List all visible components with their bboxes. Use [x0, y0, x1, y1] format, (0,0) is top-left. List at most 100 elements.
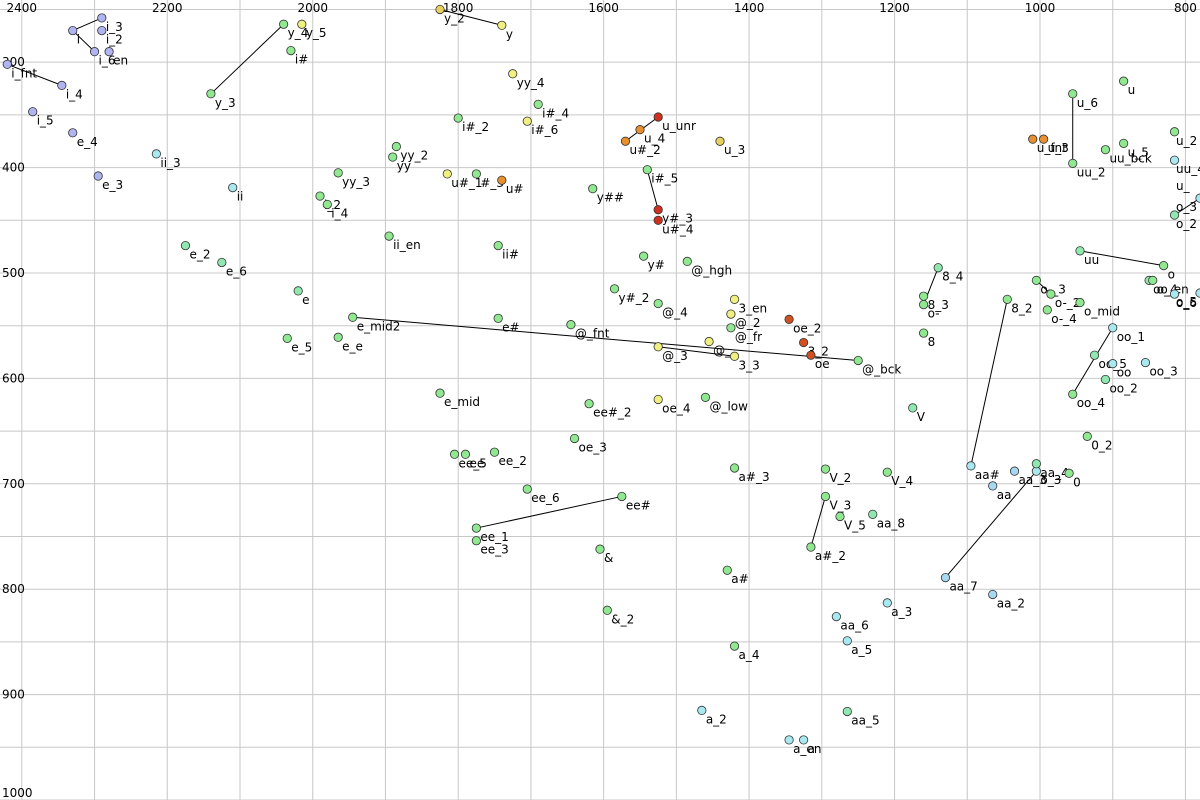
data-point[interactable] — [471, 169, 481, 179]
data-point[interactable] — [1064, 468, 1074, 478]
data-point[interactable] — [653, 298, 663, 309]
data-point[interactable] — [449, 449, 460, 459]
data-point[interactable] — [882, 598, 892, 608]
data-point[interactable] — [282, 333, 292, 343]
data-point[interactable] — [919, 300, 929, 310]
data-point[interactable] — [820, 491, 831, 502]
data-point[interactable] — [882, 467, 892, 477]
data-point[interactable] — [799, 735, 809, 745]
data-point[interactable] — [566, 320, 576, 330]
data-point[interactable] — [1028, 134, 1038, 144]
data-point[interactable] — [820, 464, 831, 474]
data-point[interactable] — [489, 447, 500, 457]
data-point[interactable] — [1068, 158, 1078, 168]
data-point[interactable] — [435, 4, 445, 15]
data-point[interactable] — [697, 705, 707, 716]
data-point[interactable] — [1046, 289, 1056, 299]
data-point[interactable] — [584, 399, 594, 409]
data-point[interactable] — [729, 351, 740, 361]
data-point[interactable] — [1148, 275, 1158, 285]
data-point[interactable] — [1009, 466, 1020, 476]
data-point[interactable] — [726, 309, 736, 319]
data-point[interactable] — [704, 336, 714, 347]
data-point[interactable] — [831, 612, 841, 622]
data-point[interactable] — [919, 328, 929, 338]
data-point[interactable] — [348, 312, 358, 322]
data-point[interactable] — [93, 171, 103, 181]
data-point[interactable] — [522, 116, 532, 126]
data-point[interactable] — [806, 350, 816, 360]
data-point[interactable] — [1108, 359, 1118, 369]
data-point[interactable] — [493, 240, 503, 251]
data-point[interactable] — [97, 13, 107, 23]
data-point[interactable] — [620, 136, 631, 146]
data-point[interactable] — [988, 481, 998, 491]
data-point[interactable] — [1039, 134, 1049, 144]
data-point[interactable] — [700, 392, 711, 402]
data-point[interactable] — [28, 107, 38, 117]
data-point[interactable] — [609, 284, 620, 294]
data-point[interactable] — [2, 59, 12, 69]
data-point[interactable] — [1169, 289, 1180, 299]
data-point[interactable] — [1159, 261, 1169, 271]
data-point[interactable] — [799, 337, 809, 348]
data-point[interactable] — [1195, 288, 1200, 298]
data-point[interactable] — [1031, 459, 1041, 469]
data-point[interactable] — [297, 19, 307, 29]
data-point[interactable] — [602, 605, 612, 615]
data-point[interactable] — [919, 291, 929, 301]
data-point[interactable] — [726, 323, 736, 333]
data-point[interactable] — [497, 175, 507, 185]
data-point[interactable] — [1100, 374, 1111, 385]
data-point[interactable] — [639, 251, 649, 261]
data-point[interactable] — [293, 286, 303, 296]
data-point[interactable] — [1140, 357, 1151, 368]
data-point[interactable] — [104, 47, 114, 57]
data-point[interactable] — [151, 149, 161, 159]
data-point[interactable] — [715, 136, 725, 146]
data-point[interactable] — [682, 256, 692, 266]
data-point[interactable] — [653, 205, 663, 215]
data-point[interactable] — [217, 257, 227, 268]
data-point[interactable] — [1068, 389, 1078, 399]
data-point[interactable] — [453, 113, 463, 123]
data-point[interactable] — [57, 80, 67, 90]
data-point[interactable] — [1169, 127, 1180, 137]
data-point[interactable] — [286, 45, 296, 56]
data-point[interactable] — [442, 169, 452, 179]
data-point[interactable] — [933, 263, 943, 273]
data-point[interactable] — [1195, 193, 1200, 203]
data-point[interactable] — [569, 433, 580, 444]
data-point[interactable] — [635, 125, 645, 135]
data-point[interactable] — [1089, 350, 1100, 360]
data-point[interactable] — [228, 183, 238, 193]
data-point[interactable] — [333, 168, 343, 178]
data-point[interactable] — [68, 25, 78, 36]
data-point[interactable] — [653, 394, 663, 405]
data-point[interactable] — [595, 544, 605, 554]
data-point[interactable] — [1108, 323, 1118, 333]
data-point[interactable] — [388, 152, 398, 162]
data-point[interactable] — [868, 509, 878, 519]
data-point[interactable] — [1082, 431, 1092, 441]
data-point[interactable] — [180, 240, 191, 251]
data-point[interactable] — [493, 313, 503, 323]
data-point[interactable] — [206, 89, 216, 99]
data-point[interactable] — [533, 99, 543, 109]
data-point[interactable] — [391, 141, 401, 152]
data-point[interactable] — [1068, 89, 1078, 99]
data-point[interactable] — [842, 636, 852, 646]
data-point[interactable] — [1100, 145, 1111, 155]
data-point[interactable] — [729, 294, 740, 304]
data-point[interactable] — [435, 388, 445, 398]
data-point[interactable] — [1169, 155, 1180, 165]
data-point[interactable] — [471, 536, 481, 546]
data-point[interactable] — [729, 463, 740, 473]
data-point[interactable] — [384, 231, 394, 241]
data-point[interactable] — [1042, 305, 1052, 315]
data-point[interactable] — [89, 47, 100, 57]
data-point[interactable] — [497, 20, 507, 30]
data-point[interactable] — [522, 484, 532, 494]
data-point[interactable] — [315, 191, 325, 201]
data-point[interactable] — [835, 511, 845, 522]
